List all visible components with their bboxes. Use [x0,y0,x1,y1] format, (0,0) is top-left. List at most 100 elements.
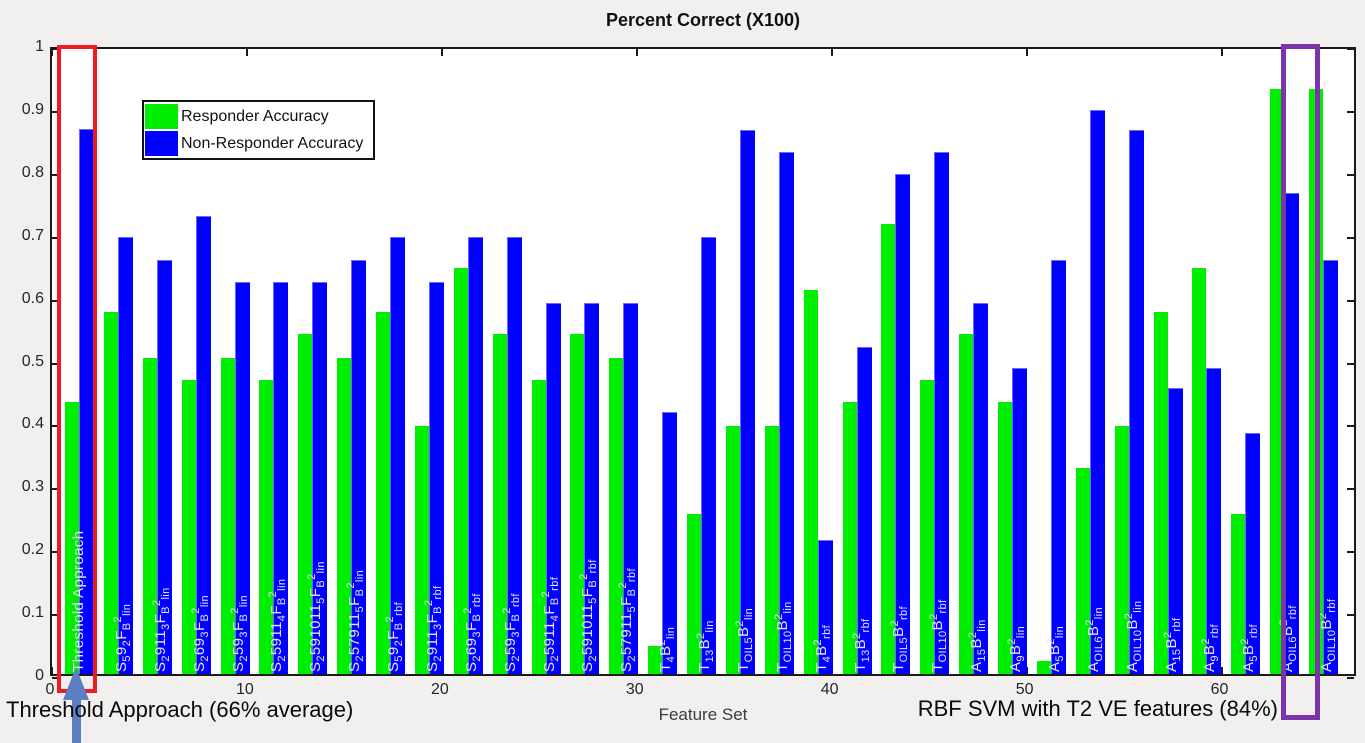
bar-label-11: S2693FB2rbf [461,593,483,672]
bar-label-23: TOIL10B2rbf [928,599,950,672]
y-tick-right [1347,110,1354,113]
nonresponder-swatch [145,131,178,156]
bar-nonresponder-32 [1284,192,1300,674]
x-tick-label: 50 [1015,681,1034,698]
bar-responder-14 [570,334,585,674]
bar-responder-22 [881,224,896,674]
bar-responder-32 [1270,89,1285,674]
bar-label-17: T13B2lin [695,620,716,672]
bar-label-15: S2579115FB2rbf [617,568,639,672]
x-tick-top [440,49,443,56]
y-tick-left [52,362,59,365]
bar-responder-11 [453,268,468,674]
bar-responder-9 [376,312,390,674]
bar-responder-12 [492,334,507,674]
bar-responder-20 [803,290,818,674]
bar-responder-28 [1114,425,1129,674]
bar-responder-10 [414,425,429,674]
bar-nonresponder-2 [117,237,133,674]
bar-label-2: S592FB2lin [111,603,133,672]
y-tick-label: 0.4 [21,415,44,433]
y-tick-right [1347,48,1354,50]
y-tick-left [52,425,59,428]
x-tick-top [245,49,248,56]
purple-highlight-box [1281,44,1320,720]
bar-nonresponder-3 [156,259,172,674]
bar-responder-7 [298,334,313,674]
legend-label: Non-Responder Accuracy [181,134,364,152]
bar-responder-13 [531,380,546,674]
bar-nonresponder-33 [1323,259,1338,674]
bar-nonresponder-23 [934,151,950,674]
bar-nonresponder-29 [1167,387,1183,674]
bar-nonresponder-11 [467,237,483,674]
bar-nonresponder-15 [623,302,639,674]
y-tick-left [52,48,59,50]
y-tick-left [52,173,59,176]
bar-nonresponder-28 [1128,129,1144,674]
bar-nonresponder-25 [1012,367,1027,674]
bar-label-31: A5B2rbf [1239,624,1261,672]
x-tick-bottom [1220,667,1223,674]
bar-responder-19 [764,425,779,674]
bar-label-12: S2593FB2rbf [500,593,522,672]
x-axis-label: Feature Set [658,705,748,724]
bar-label-8: S2579115FB2lin [345,569,367,672]
bar-responder-5 [220,357,235,674]
x-tick-top [1220,49,1223,56]
bar-nonresponder-13 [545,302,561,674]
bar-nonresponder-12 [506,237,522,674]
y-tick-left [52,614,59,617]
bar-label-18: TOIL5B2lin [733,607,755,672]
bar-nonresponder-5 [234,281,250,674]
y-tick-right [1347,488,1354,491]
red-highlight-box [57,45,97,693]
y-tick-label: 0.3 [21,478,44,496]
bar-responder-2 [103,312,118,674]
bar-label-7: S25910115FB2lin [306,561,328,672]
chart-title: Percent Correct (X100) [605,10,801,30]
bar-responder-24 [959,334,974,674]
bar-responder-3 [142,357,157,674]
y-tick-label: 0 [35,667,44,684]
bar-responder-18 [725,425,740,674]
bar-nonresponder-18 [739,129,755,674]
bar-label-13: S259114FB2rbf [539,576,561,672]
y-tick-left [52,110,59,113]
bar-nonresponder-17 [701,237,716,674]
bar-label-16: T4B2lin [656,626,678,672]
arrow-icon [72,699,81,743]
bar-label-14: S25910115FB2rbf [578,559,600,672]
annotation-rbf: RBF SVM with T2 VE features (84%) [917,696,1278,721]
bar-responder-15 [609,357,624,674]
bar-responder-6 [259,380,274,674]
bar-nonresponder-31 [1245,433,1261,674]
bar-nonresponder-22 [895,173,911,674]
bar-responder-1 [65,402,79,674]
y-tick-left [52,236,59,239]
bar-responder-4 [181,380,196,674]
y-tick-right [1347,236,1354,239]
x-tick-top [1025,49,1028,56]
x-tick-label: 30 [625,681,644,698]
bar-responder-8 [337,357,352,674]
legend-label: Responder Accuracy [181,107,329,125]
x-tick-top [51,49,53,56]
bar-nonresponder-8 [351,259,367,674]
bar-responder-21 [842,402,857,674]
bar-label-29: A15B2rbf [1161,617,1183,672]
bar-label-30: A9B2rbf [1200,624,1222,672]
bar-label-28: AOIL10B2lin [1122,600,1144,672]
y-tick-right [1347,677,1354,679]
bar-nonresponder-16 [662,411,678,674]
legend-item-2: Non-Responder Accuracy [145,130,363,157]
bar-label-22: TOIL5B2rbf [889,605,911,672]
bar-label-9: S592FB2rbf [384,601,405,672]
y-tick-left [52,551,59,554]
bar-label-10: S29113FB2rbf [422,585,444,673]
bar-label-4: S2693FB2lin [189,594,211,672]
arrow-icon-head [63,667,89,700]
bar-responder-31 [1231,513,1246,674]
responder-swatch [145,104,178,129]
